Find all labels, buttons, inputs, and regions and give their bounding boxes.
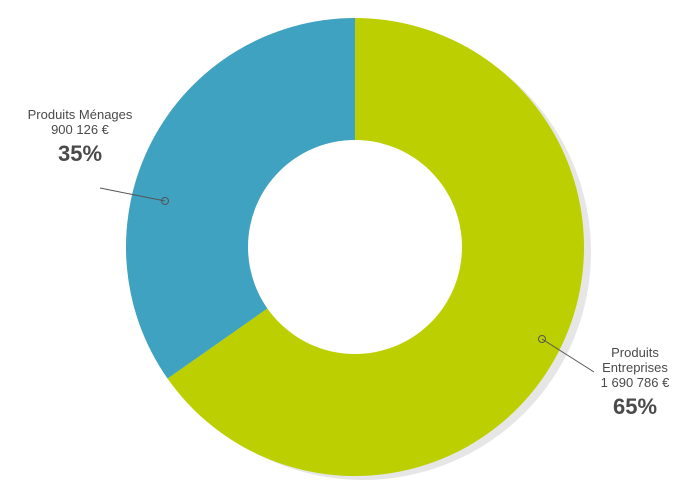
slice-percent: 65% — [612, 394, 658, 419]
slice-name: Produits Ménages — [27, 107, 133, 122]
leader-line-menages — [99, 187, 166, 202]
slice-percent: 35% — [57, 141, 103, 166]
leader-marker-entreprises — [538, 335, 546, 343]
slice-name: Produits Entreprises — [602, 345, 668, 375]
slice-label-entreprises: Produits Entreprises 1 690 786 € 65% — [580, 345, 690, 421]
leader-line-entreprises — [541, 338, 595, 373]
slice-menages — [126, 18, 355, 379]
donut-hole — [248, 140, 462, 354]
leader-lines — [99, 187, 595, 373]
slice-amount: 900 126 € — [51, 122, 109, 137]
leader-marker-menages — [161, 197, 169, 205]
slice-amount: 1 690 786 € — [600, 375, 670, 390]
slice-label-menages: Produits Ménages 900 126 € 35% — [10, 107, 150, 168]
